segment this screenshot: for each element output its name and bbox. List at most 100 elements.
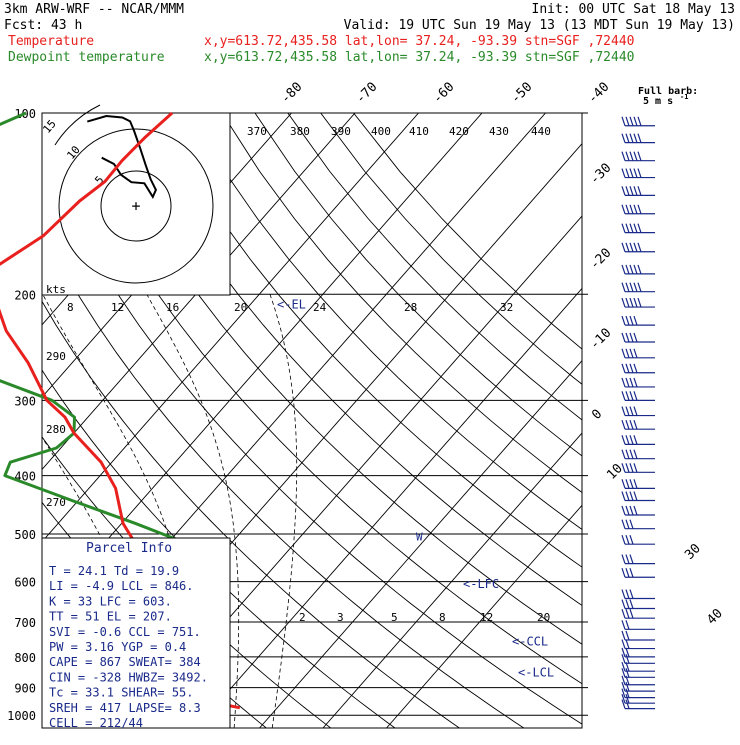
parcel-info-row: LI = -4.9 LCL = 846. <box>49 579 194 593</box>
hodograph-unit: kts <box>46 283 66 296</box>
parcel-info-title: Parcel Info <box>86 541 172 556</box>
dry-adiabat <box>0 113 9 728</box>
wind-barb <box>622 186 655 195</box>
mixing-ratio-mid-label: 20 <box>234 301 247 314</box>
isotherm-top-labels: -80-70-60-50-40 <box>278 80 612 107</box>
parcel-info-row: CELL = 212/44 <box>49 716 143 730</box>
wind-barb <box>622 640 655 649</box>
dry-adiabat <box>255 113 740 728</box>
wind-barb <box>622 479 655 488</box>
mixing-ratio-low-label: 2 <box>299 611 306 624</box>
wind-barb <box>622 407 655 416</box>
model-title: 3km ARW-WRF -- NCAR/MMM <box>4 2 184 17</box>
valid-time: Valid: 19 UTC Sun 19 May 13 (13 MDT Sun … <box>344 18 735 33</box>
mixing-ratio-mid-label: 12 <box>111 301 124 314</box>
theta-top-label: 430 <box>489 125 509 138</box>
parcel-info-row: SVI = -0.6 CCL = 751. <box>49 625 201 639</box>
mixing-ratio-mid-label: 32 <box>500 301 513 314</box>
pressure-label-1000: 1000 <box>7 709 36 723</box>
marker-lcl: <-LCL <box>518 665 554 679</box>
theta-left-label: 280 <box>46 423 66 436</box>
temperature-legend-label: Temperature <box>8 34 94 49</box>
mixing-ratio-low-label: 3 <box>337 611 344 624</box>
wind-barb <box>622 134 655 143</box>
dry-adiabat <box>156 113 740 728</box>
wind-barb <box>622 463 655 472</box>
parcel-info-row: CAPE = 867 SWEAT= 384 <box>49 655 201 669</box>
theta-top-label: 400 <box>371 125 391 138</box>
wind-barb <box>622 568 655 577</box>
pressure-label-700: 700 <box>14 616 36 630</box>
theta-top-label: 420 <box>449 125 469 138</box>
moist-adiabat <box>270 294 297 728</box>
pressure-label-500: 500 <box>14 528 36 542</box>
mixing-ratio-mid-label: 28 <box>404 301 417 314</box>
wind-barb <box>622 224 655 233</box>
temperature-point-info: x,y=613.72,435.58 lat,lon= 37.24, -93.39… <box>204 34 634 49</box>
wind-barb <box>622 590 655 599</box>
dewpoint-point-info: x,y=613.72,435.58 lat,lon= 37.24, -93.39… <box>204 50 634 65</box>
theta-top-label: 380 <box>290 125 310 138</box>
isotherm-right-label: -30 <box>587 161 614 188</box>
header: 3km ARW-WRF -- NCAR/MMM Init: 00 UTC Sat… <box>4 2 735 65</box>
pressure-label-900: 900 <box>14 682 36 696</box>
isotherm-right-label: -10 <box>587 326 614 353</box>
parcel-info-row: K = 33 LFC = 603. <box>49 594 172 608</box>
dewpoint-legend-label: Dewpoint temperature <box>8 50 165 65</box>
wind-barb <box>622 333 655 342</box>
theta-left-label: 290 <box>46 350 66 363</box>
wind-barb <box>622 205 655 214</box>
pressure-label-200: 200 <box>14 288 36 302</box>
wind-barb <box>622 391 655 400</box>
isotherm-top-label: -60 <box>430 80 457 107</box>
wind-barb <box>622 364 655 373</box>
parcel-info-row: TT = 51 EL = 207. <box>49 610 172 624</box>
mixing-ratio-mid-label: 24 <box>313 301 327 314</box>
wind-barb <box>622 492 655 501</box>
wind-barb <box>622 631 655 640</box>
marker-ccl: <-CCL <box>512 634 548 648</box>
mixing-ratio-low-label: 12 <box>480 611 493 624</box>
wind-barb <box>622 378 655 387</box>
marker-lfc: <-LFC <box>463 577 499 591</box>
wind-barb <box>622 435 655 444</box>
theta-top-label: 410 <box>409 125 429 138</box>
isotherm <box>259 113 740 728</box>
mixing-ratio-low-label: 5 <box>391 611 398 624</box>
mixing-ratio-low-label: 20 <box>537 611 550 624</box>
wind-barb <box>622 243 655 252</box>
mixing-ratio-low-label: 8 <box>439 611 446 624</box>
marker-w: W <box>416 531 423 544</box>
wind-barb <box>622 609 655 618</box>
isotherm <box>0 113 37 728</box>
theta-top-label: 440 <box>531 125 551 138</box>
parcel-info-row: SREH = 417 LAPSE= 8.3 <box>49 701 201 715</box>
mixing-ratio-mid-label: 16 <box>166 301 179 314</box>
wind-barb <box>622 506 655 515</box>
wind-barb <box>622 700 655 709</box>
isotherm-right-label: 30 <box>682 541 704 563</box>
pressure-label-800: 800 <box>14 651 36 665</box>
wind-barb <box>622 450 655 459</box>
parcel-info-row: T = 24.1 Td = 19.9 <box>49 564 179 578</box>
isotherm <box>196 113 736 728</box>
isotherm-right-label: -20 <box>587 246 614 273</box>
parcel-info-row: CIN = -328 HWBZ= 3492. <box>49 670 208 684</box>
isotherm <box>386 113 740 728</box>
wind-barb <box>622 349 655 358</box>
barb-legend-value: 5 m s <box>643 96 673 107</box>
isotherm-right-label: 0 <box>589 407 605 423</box>
parcel-info-row: PW = 3.16 YGP = 0.4 <box>49 640 186 654</box>
wind-barb <box>622 555 655 564</box>
wind-barb <box>622 620 655 629</box>
wind-barb-column <box>622 117 655 709</box>
isotherm-top-label: -50 <box>508 80 535 107</box>
init-time: Init: 00 UTC Sat 18 May 13 <box>532 2 736 17</box>
mixing-ratio-mid-label: 8 <box>67 301 74 314</box>
hodograph-cross: + <box>131 197 140 215</box>
wind-barb <box>622 654 655 663</box>
hodograph: + 5 10 15 kts <box>40 105 230 296</box>
